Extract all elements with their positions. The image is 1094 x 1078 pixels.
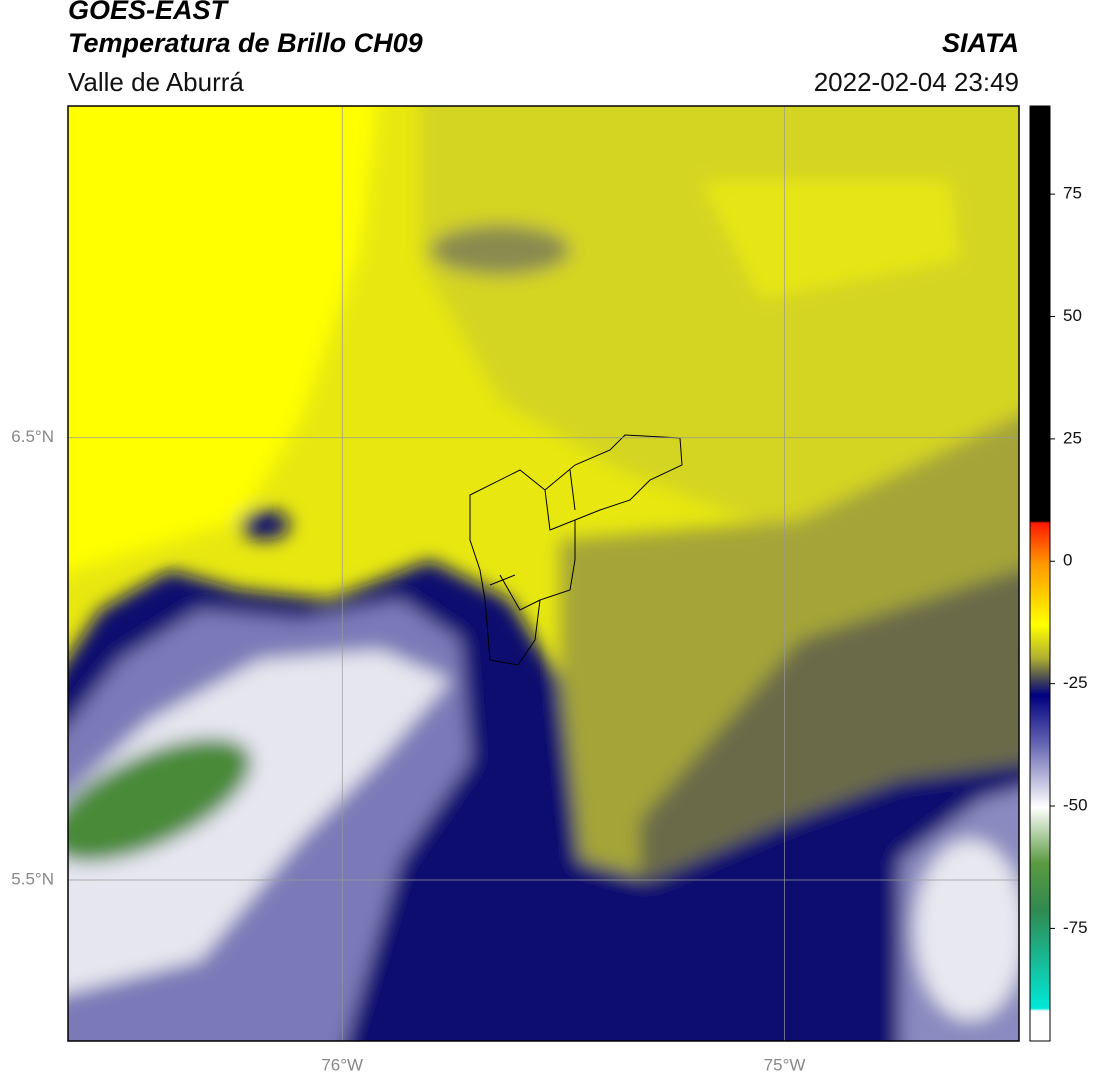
title: GOES-EAST [68, 0, 230, 25]
colorbar-tick-label: 25 [1063, 428, 1082, 447]
x-tick-label: 75°W [764, 1055, 806, 1074]
municipality-boundaries [469, 434, 683, 666]
subtitle: Temperatura de Brillo CH09 [68, 28, 423, 58]
satellite-image [68, 106, 1019, 1041]
grid [68, 106, 1019, 1041]
y-tick-label: 6.5°N [11, 427, 54, 446]
y-tick-label: 5.5°N [11, 869, 54, 888]
colorbar-tick-label: 0 [1063, 551, 1072, 570]
x-tick-label: 76°W [321, 1055, 363, 1074]
region: Valle de Aburrá [68, 67, 244, 97]
timestamp: 2022-02-04 23:49 [814, 67, 1019, 97]
map-frame [67, 105, 1020, 1042]
colorbar-tick-label: -25 [1063, 673, 1088, 692]
colorbar-tick-label: 75 [1063, 184, 1082, 203]
source: SIATA [942, 28, 1019, 58]
colorbar-tick-label: -50 [1063, 796, 1088, 815]
colorbar-tick-label: -75 [1063, 918, 1088, 937]
colorbar [1029, 105, 1051, 1042]
colorbar-tick-label: 50 [1063, 306, 1082, 325]
